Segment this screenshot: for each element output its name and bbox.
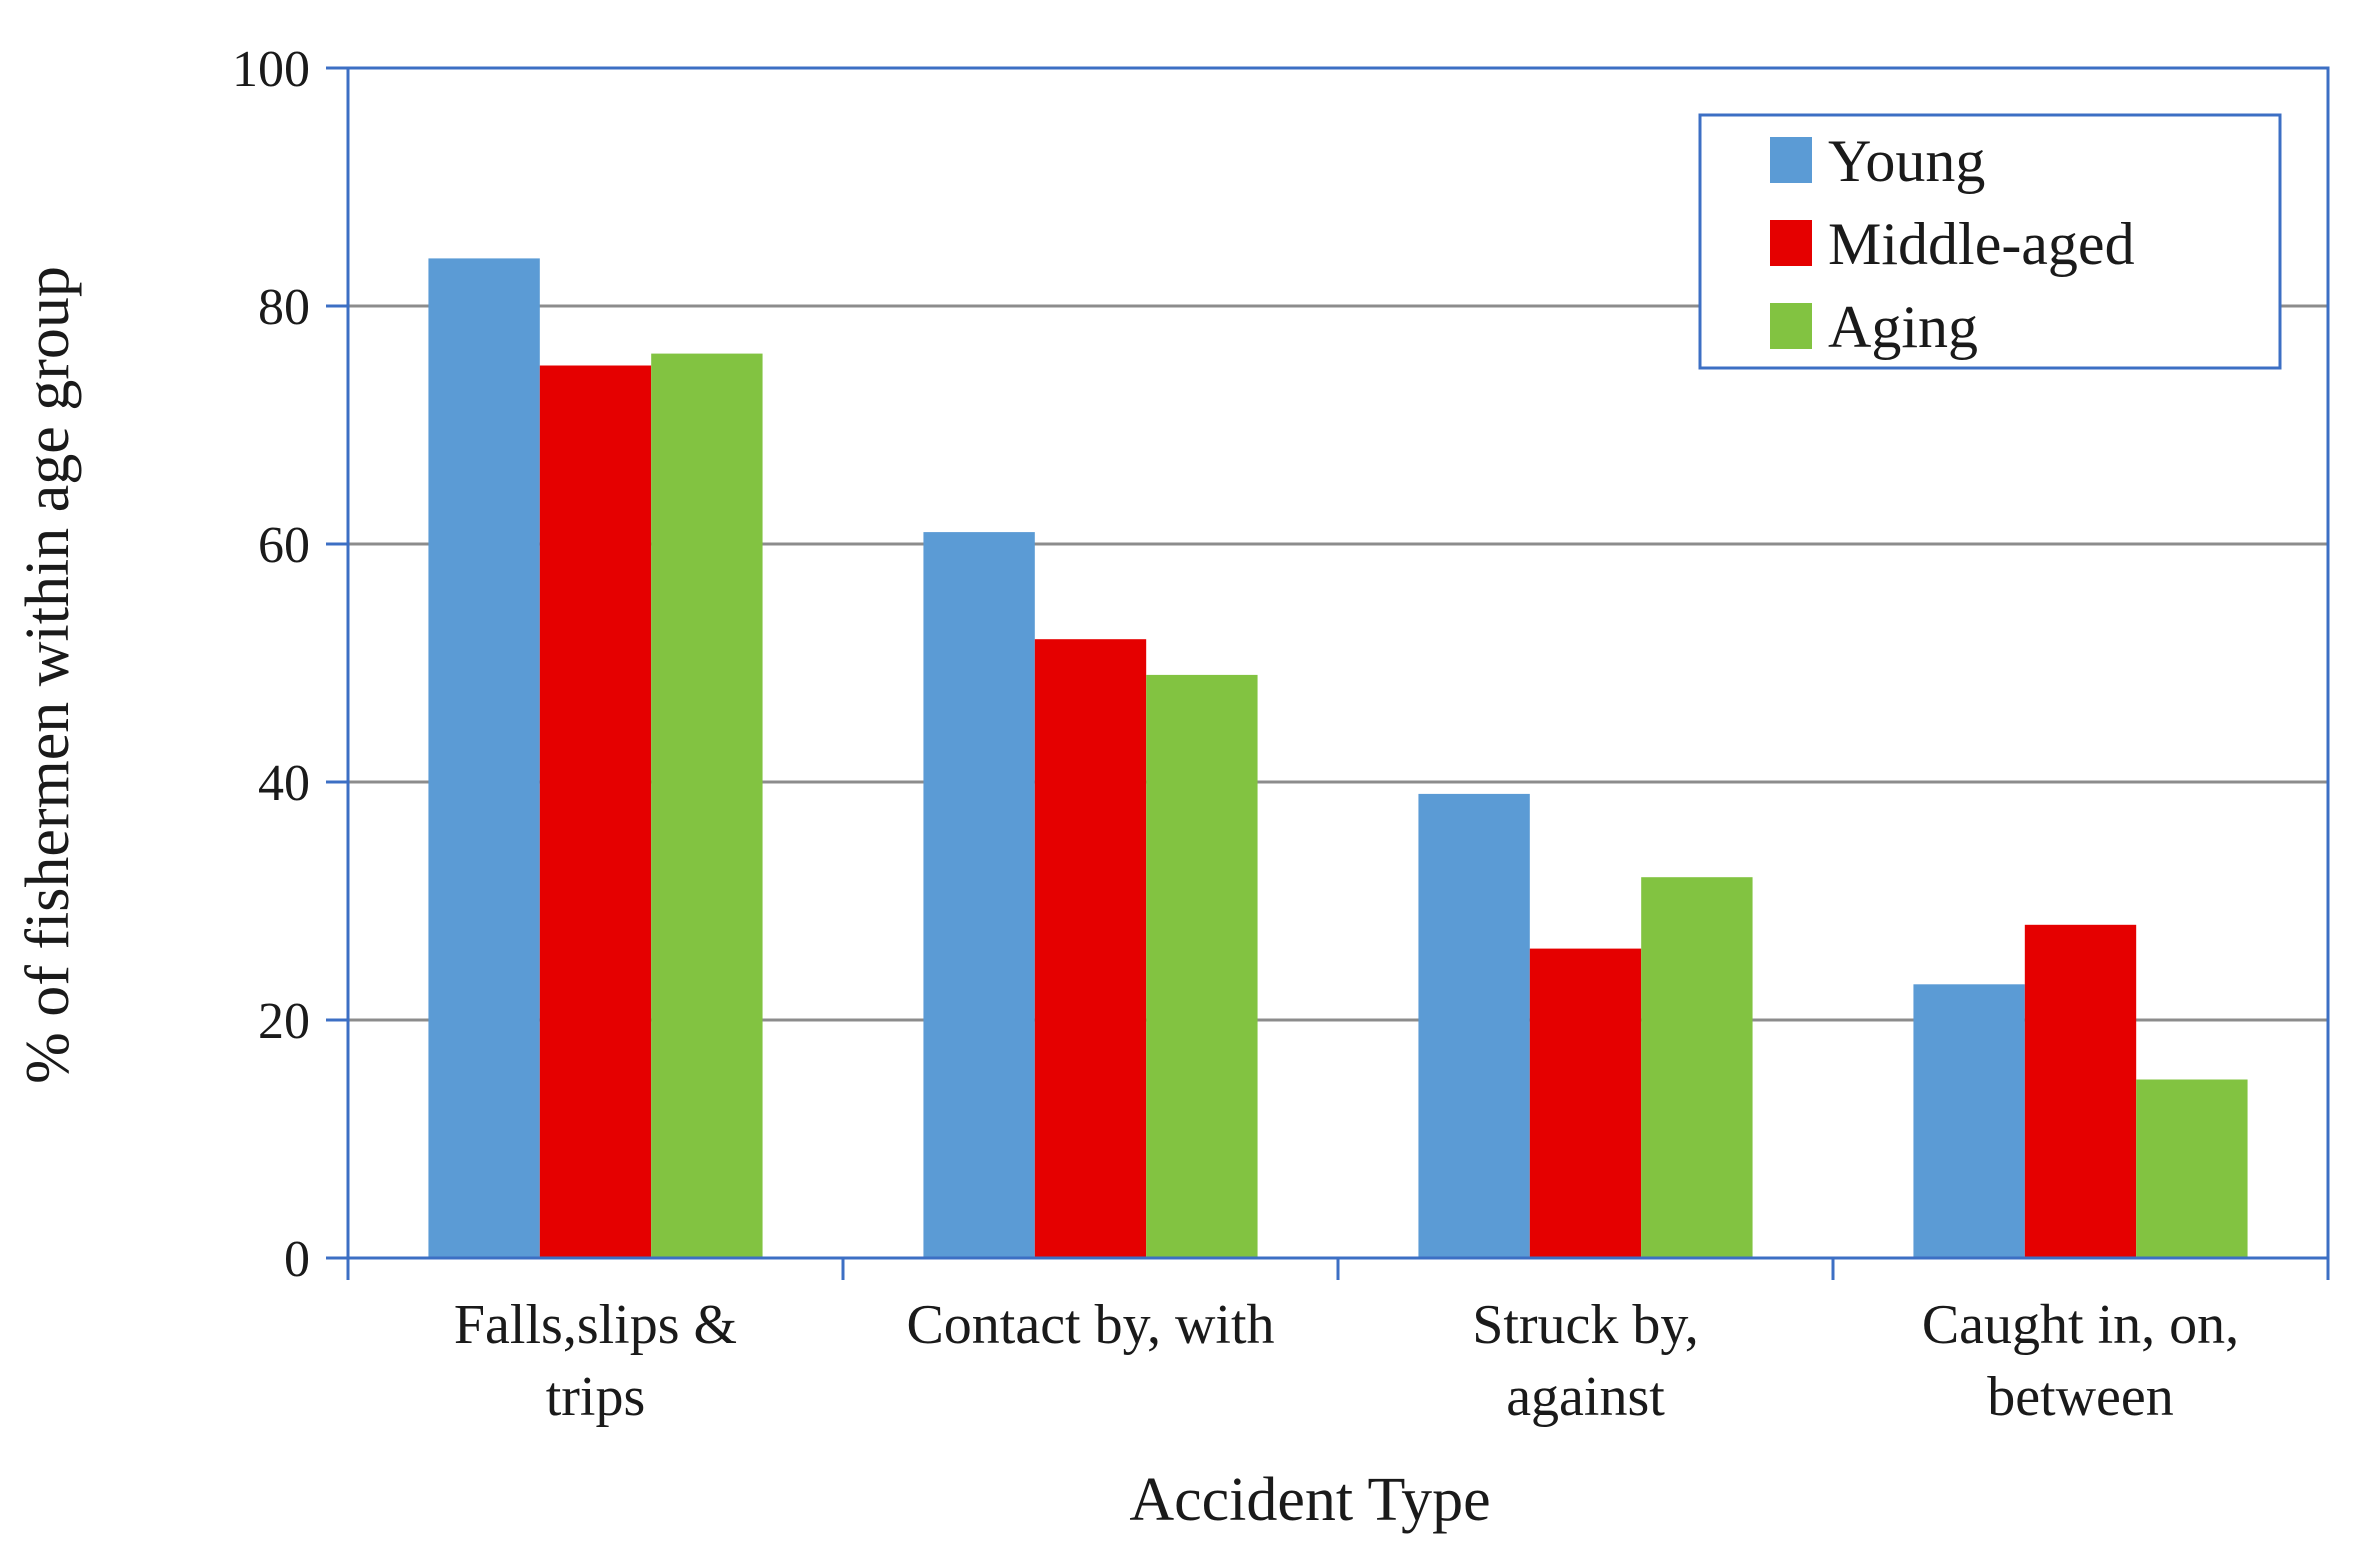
y-tick-label-0: 0 bbox=[284, 1231, 310, 1288]
legend-label-middle-aged: Middle-aged bbox=[1828, 211, 2135, 277]
bar-young-2 bbox=[1418, 793, 1530, 1258]
y-tick-label-80: 80 bbox=[258, 279, 310, 336]
bar-middle-aged-3 bbox=[2024, 924, 2137, 1258]
legend-label-aging: Aging bbox=[1828, 294, 1978, 360]
category-label-1-0: Contact by, with bbox=[906, 1294, 1274, 1356]
category-label-0-1: trips bbox=[546, 1366, 646, 1428]
legend-swatch-middle-aged bbox=[1770, 220, 1812, 266]
category-label-3-0: Caught in, on, bbox=[1922, 1294, 2239, 1356]
bar-aging-1 bbox=[1146, 674, 1258, 1258]
bar-aging-0 bbox=[651, 353, 763, 1259]
category-label-0-0: Falls,slips & bbox=[454, 1294, 737, 1356]
x-axis-title: Accident Type bbox=[1129, 1466, 1490, 1534]
category-label-2-0: Struck by, bbox=[1472, 1294, 1699, 1356]
y-tick-label-20: 20 bbox=[258, 993, 310, 1050]
y-tick-label-60: 60 bbox=[258, 517, 310, 574]
bar-middle-aged-2 bbox=[1529, 948, 1642, 1258]
bars bbox=[428, 258, 2248, 1259]
tick-labels: 0 20 40 60 80 100 bbox=[232, 41, 310, 1288]
legend: Young Middle-aged Aging bbox=[1698, 113, 2282, 370]
y-axis-title: % of fishermen within age group bbox=[14, 266, 82, 1084]
bar-young-1 bbox=[923, 532, 1035, 1258]
legend-label-young: Young bbox=[1828, 128, 1985, 194]
axes bbox=[326, 66, 2330, 1280]
bar-middle-aged-0 bbox=[539, 365, 652, 1258]
bar-young-0 bbox=[428, 258, 540, 1258]
category-labels: Falls,slips & trips Contact by, with Struck… bbox=[454, 1294, 2239, 1428]
bar-aging-2 bbox=[1641, 877, 1753, 1258]
y-tick-label-40: 40 bbox=[258, 755, 310, 812]
y-tick-label-100: 100 bbox=[232, 41, 310, 98]
legend-swatch-young bbox=[1770, 137, 1812, 183]
bar-middle-aged-1 bbox=[1034, 639, 1147, 1258]
category-label-2-1: against bbox=[1506, 1366, 1665, 1428]
bar-aging-3 bbox=[2136, 1079, 2248, 1258]
legend-swatch-aging bbox=[1770, 303, 1812, 349]
category-label-3-1: between bbox=[1987, 1366, 2174, 1428]
bar-young-3 bbox=[1913, 984, 2025, 1258]
